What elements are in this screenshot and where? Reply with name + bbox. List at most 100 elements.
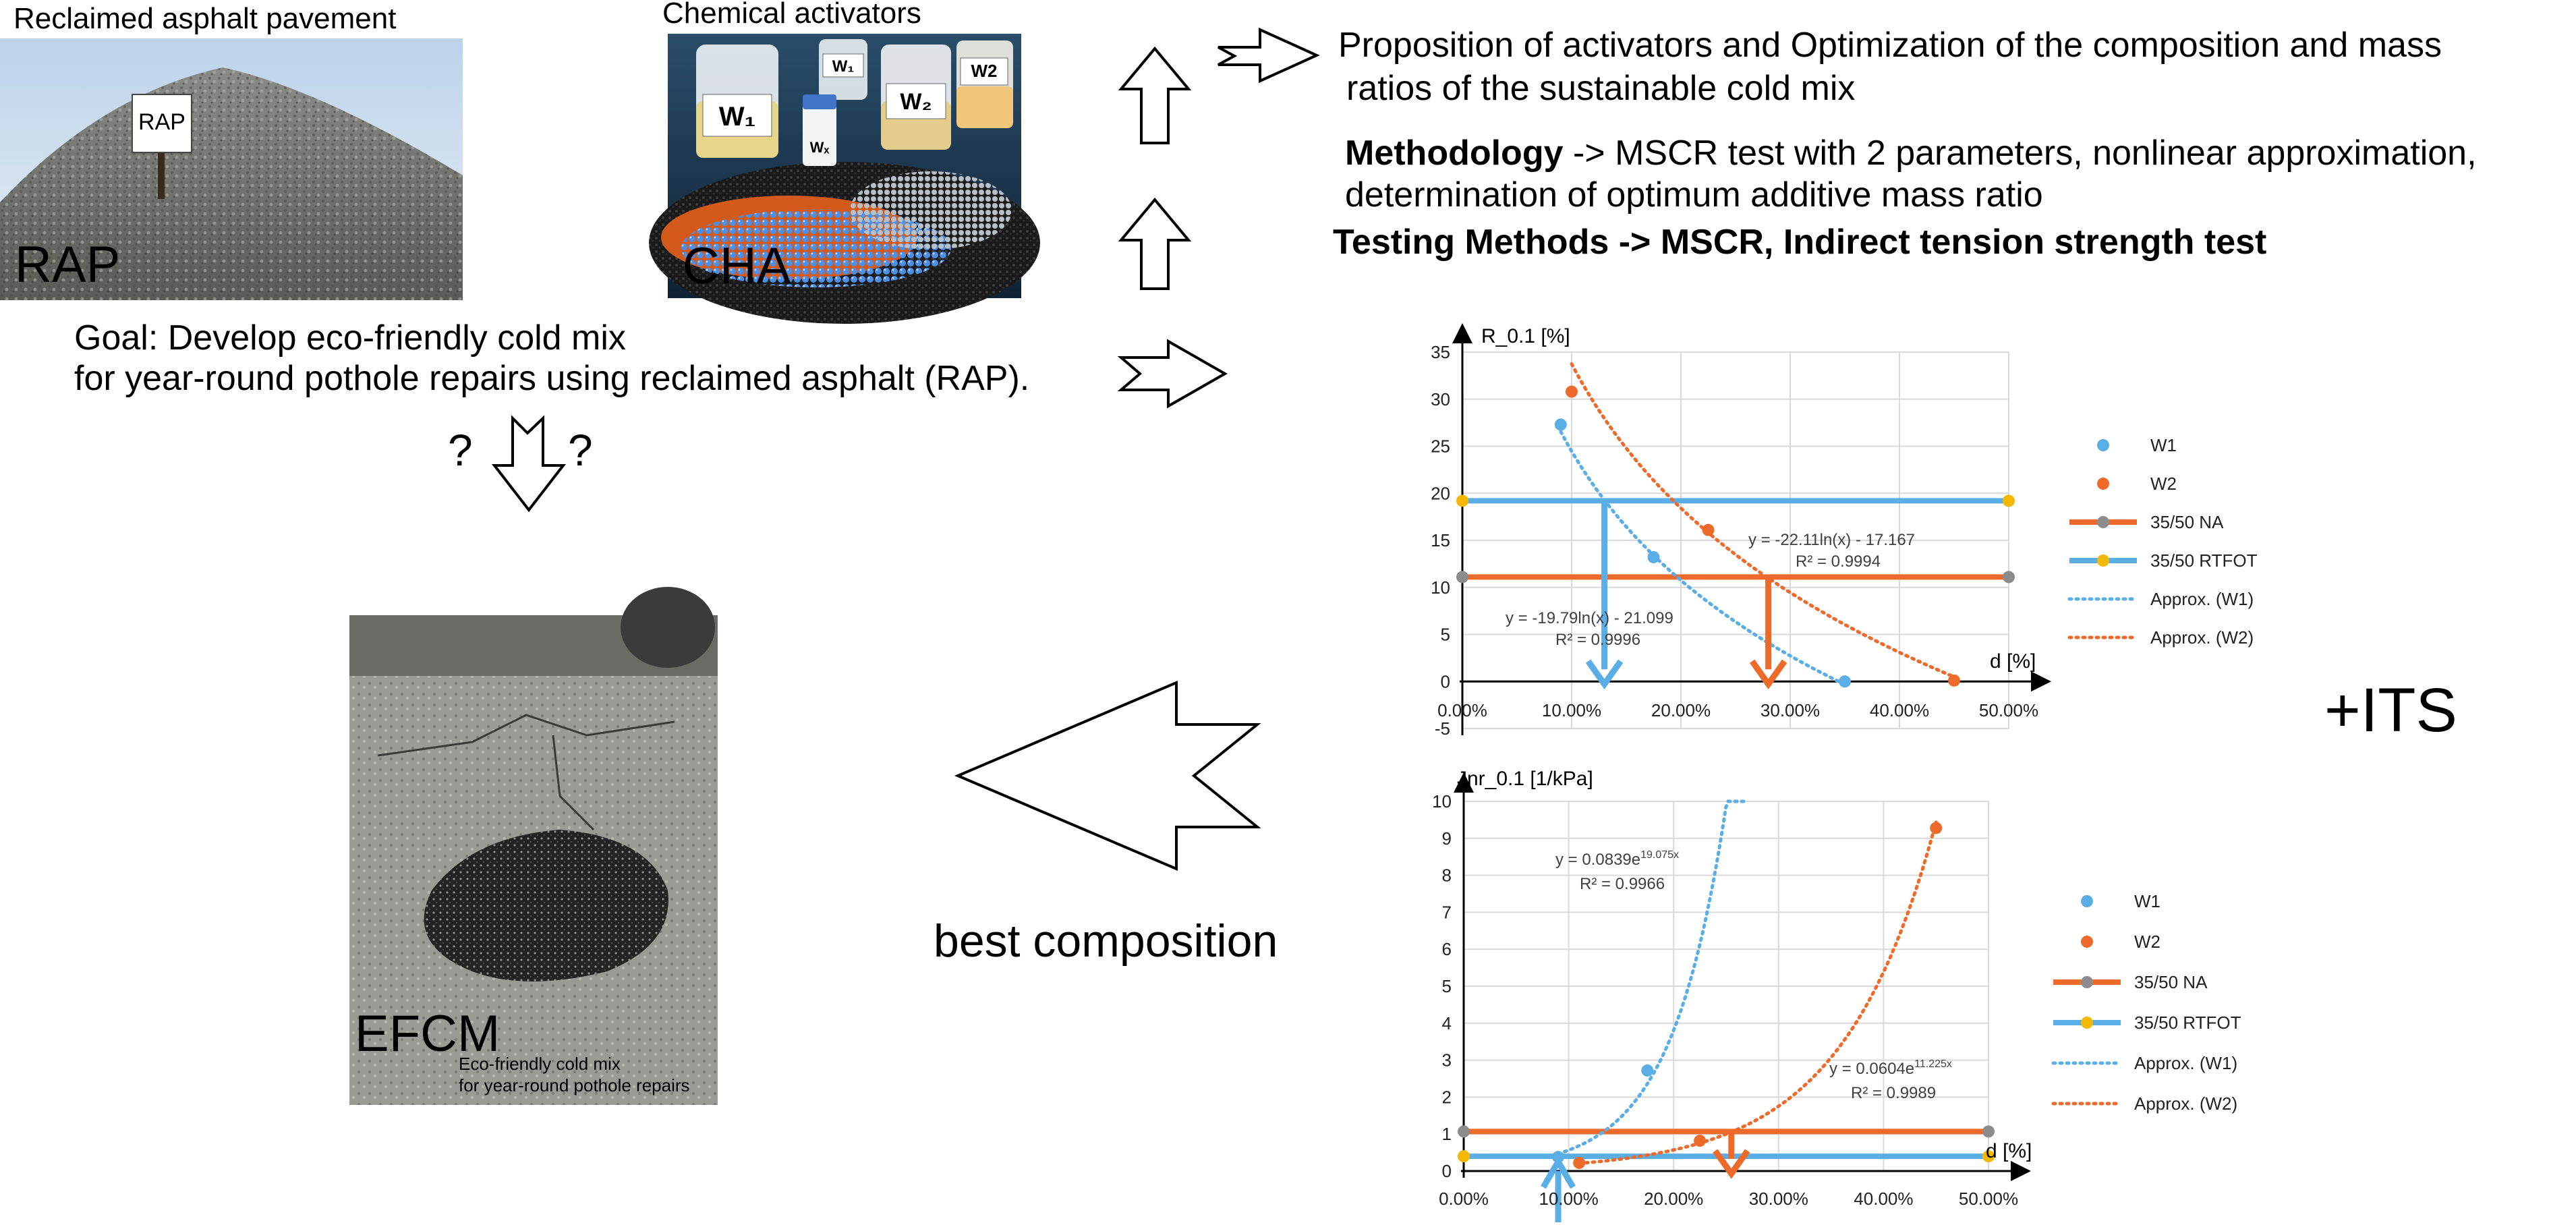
y-tick-label: -5 xyxy=(1435,718,1450,739)
legend-approx-w1-label: Approx. (W1) xyxy=(2150,589,2254,609)
data-point-w1 xyxy=(1839,675,1851,688)
chart-jnr01-grid xyxy=(1463,801,1989,1172)
bottle-w2: W₂ xyxy=(881,45,951,150)
chart-r01: -5 0 5 10 15 20 25 30 35 0.00% 10.00% 20.00% 30.00% 4… xyxy=(1431,323,2258,739)
methodology-rest1: -> MSCR test with 2 parameters, nonlinea… xyxy=(1564,134,2477,173)
efcm-label: EFCM xyxy=(355,1005,500,1062)
best-composition-label: best composition xyxy=(934,915,1278,967)
data-point-w2 xyxy=(1702,523,1715,536)
data-point-w2 xyxy=(1930,822,1943,834)
legend-w2-swatch xyxy=(2097,478,2109,490)
efcm-sub1: Eco-friendly cold mix xyxy=(459,1054,621,1074)
legend-approx-w2-label: Approx. (W2) xyxy=(2150,627,2254,648)
chart-jnr01-approx-curves xyxy=(1556,799,1938,1166)
legend-w1-swatch xyxy=(2081,895,2093,907)
data-point-w1 xyxy=(1552,1151,1565,1164)
reference-line-rtfot-end-marker xyxy=(1458,1150,1470,1163)
cha-photo: W₁ W₁ W₂ W2 Wₓ xyxy=(649,34,1040,324)
chart-jnr01-axes xyxy=(1454,772,2031,1181)
legend-w1-label: W1 xyxy=(2134,891,2160,911)
reference-line-na-end-marker xyxy=(1982,1125,1995,1138)
approx-curve-w1 xyxy=(1559,430,1847,687)
question-right: ? xyxy=(568,425,593,475)
x-tick-label: 40.00% xyxy=(1854,1189,1913,1209)
reference-line-na-end-marker xyxy=(2003,571,2015,583)
goal-line1: Goal: Develop eco-friendly cold mix xyxy=(74,318,626,358)
legend-na-label: 35/50 NA xyxy=(2134,972,2208,992)
y-tick-label: 9 xyxy=(1442,828,1452,849)
y-tick-label: 30 xyxy=(1431,389,1450,409)
x-tick-label: 30.00% xyxy=(1761,700,1820,720)
goal-block: Goal: Develop eco-friendly cold mix for … xyxy=(74,318,1029,398)
proposition-block: Proposition of activators and Optimizati… xyxy=(1338,26,2442,108)
chart-r01-w1-r2: R² = 0.9996 xyxy=(1555,631,1640,649)
chart-jnr01-w1-eq: y = 0.0839e19.075x xyxy=(1555,849,1679,869)
proposition-line1: Proposition of activators and Optimizati… xyxy=(1338,26,2442,65)
x-tick-label: 0.00% xyxy=(1439,1189,1489,1209)
goal-line2: for year-round pothole repairs using rec… xyxy=(74,359,1029,398)
chart-r01-w1-eq: y = -19.79ln(x) - 21.099 xyxy=(1506,609,1673,627)
optimum-arrow-w2-head xyxy=(1749,659,1787,690)
rap-label: RAP xyxy=(15,236,120,293)
chart-jnr01: 0 1 2 3 4 5 6 7 8 9 10 0.00% 10.00% 20.00% 30.00% 40.00… xyxy=(1432,768,2241,1222)
x-tick-label: 20.00% xyxy=(1651,700,1711,720)
approx-curve-w2 xyxy=(1570,362,1956,679)
hollow-up-arrows xyxy=(1118,46,1192,290)
chart-jnr01-xlabel: d [%] xyxy=(1986,1140,2032,1162)
approx-curve-w2 xyxy=(1577,820,1938,1166)
data-point-w1 xyxy=(1641,1064,1654,1077)
y-tick-label: 1 xyxy=(1442,1124,1452,1144)
cha-block: Chemical activators W₁ W₁ xyxy=(649,0,1040,324)
data-point-w2 xyxy=(1694,1135,1707,1147)
y-tick-label: 0 xyxy=(1441,671,1450,691)
x-tick-label: 50.00% xyxy=(1979,700,2038,720)
cha-caption: Chemical activators xyxy=(662,0,921,30)
svg-text:Wₓ: Wₓ xyxy=(810,139,830,156)
reference-line-rtfot-end-marker xyxy=(1456,494,1468,507)
rap-sign xyxy=(132,94,192,153)
data-point-w2 xyxy=(1948,674,1960,687)
legend-na-marker xyxy=(2097,516,2109,528)
svg-text:W₂: W₂ xyxy=(900,89,932,115)
data-point-w2 xyxy=(1573,1156,1586,1169)
best-composition-arrow xyxy=(954,680,1261,872)
data-point-w1 xyxy=(1554,418,1567,431)
chart-jnr01-reference-lines xyxy=(1458,1125,1995,1163)
y-tick-label: 6 xyxy=(1442,939,1452,959)
methodology-bold: Methodology xyxy=(1345,134,1564,173)
y-tick-label: 7 xyxy=(1442,902,1452,922)
chart-r01-tick-labels: -5 0 5 10 15 20 25 30 35 0.00% 10.00% 20.00% 30.00% 4… xyxy=(1431,342,2038,739)
chart-jnr01-w1-r2: R² = 0.9966 xyxy=(1580,875,1665,893)
chart-r01-xlabel: d [%] xyxy=(1990,650,2036,673)
chart-jnr01-w2-eq: y = 0.0604e11.225x xyxy=(1829,1058,1952,1078)
methodology-block: Methodology -> MSCR test with 2 paramete… xyxy=(1345,134,2477,215)
chart-r01-grid xyxy=(1462,351,2009,729)
efcm-block: EFCM Eco-friendly cold mix for year-roun… xyxy=(349,587,718,1105)
question-left: ? xyxy=(448,425,473,475)
bottle-w2-small: W2 xyxy=(956,40,1013,128)
legend-rtfot-label: 35/50 RTFOT xyxy=(2134,1013,2241,1033)
reference-line-na-end-marker xyxy=(1456,571,1468,583)
x-tick-label: 0.00% xyxy=(1437,700,1487,720)
y-tick-label: 5 xyxy=(1442,976,1452,996)
chart-r01-reference-lines xyxy=(1456,494,2015,583)
chart-jnr01-w2-r2: R² = 0.9989 xyxy=(1851,1084,1936,1102)
chart-r01-axes xyxy=(1452,323,2051,735)
methodology-line2: determination of optimum additive mass r… xyxy=(1345,175,2043,215)
data-point-w2 xyxy=(1566,385,1578,398)
bottle-w1-small: W₁ xyxy=(819,39,867,100)
chart-jnr01-tick-labels: 0 1 2 3 4 5 6 7 8 9 10 0.00% 10.00% 20.00% 30.00% 40.00… xyxy=(1432,791,2018,1209)
y-tick-label: 25 xyxy=(1431,436,1450,457)
legend-approx-w1-label: Approx. (W1) xyxy=(2134,1053,2237,1073)
right-arrow-goal xyxy=(1117,339,1228,409)
y-tick-label: 15 xyxy=(1431,530,1450,550)
chart-r01-approx-curves xyxy=(1559,362,1956,687)
optimum-arrow-w2-head xyxy=(1713,1149,1750,1179)
bottle-wx: Wₓ xyxy=(803,94,836,166)
legend-w1-label: W1 xyxy=(2150,435,2177,455)
chart-r01-optimum-markers xyxy=(1585,501,1787,690)
testing-methods: Testing Methods -> MSCR, Indirect tensio… xyxy=(1333,223,2266,262)
up-arrow-lower xyxy=(1118,197,1192,290)
chart-jnr01-points xyxy=(1552,822,1943,1169)
reference-line-rtfot-end-marker xyxy=(1982,1150,1995,1163)
